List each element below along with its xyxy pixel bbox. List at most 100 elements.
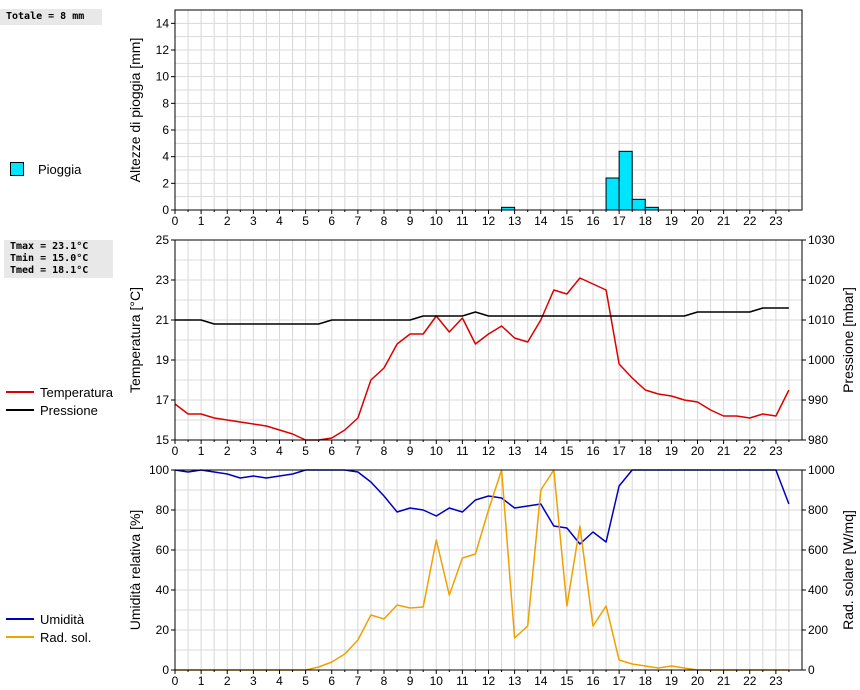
x-tick-label: 1 <box>198 674 205 688</box>
rain-bar <box>618 150 633 211</box>
x-tick-label: 17 <box>612 444 626 458</box>
y2-tick-label: 200 <box>808 623 828 637</box>
rain-bar <box>605 177 620 211</box>
x-tick-label: 3 <box>250 674 257 688</box>
tmax-text: Tmax = 23.1°C <box>10 241 89 252</box>
legend-item-humidity: Umidità <box>6 610 91 628</box>
y-tick-label: 6 <box>162 123 169 137</box>
humidity-swatch <box>6 618 34 620</box>
x-tick-label: 19 <box>665 674 679 688</box>
x-tick-label: 16 <box>586 674 600 688</box>
x-tick-label: 15 <box>560 444 574 458</box>
x-tick-label: 23 <box>769 674 783 688</box>
y-tick-label: 2 <box>162 176 169 190</box>
y-tick-label: 14 <box>156 16 170 30</box>
x-tick-label: 18 <box>639 674 653 688</box>
pressure-swatch <box>6 409 34 411</box>
x-tick-label: 14 <box>534 674 548 688</box>
x-tick-label: 15 <box>560 674 574 688</box>
x-tick-label: 21 <box>717 674 731 688</box>
x-tick-label: 9 <box>407 444 414 458</box>
y-tick-label: 80 <box>156 503 170 517</box>
x-tick-label: 8 <box>381 674 388 688</box>
x-tick-label: 12 <box>482 674 496 688</box>
legend-item-solar: Rad. sol. <box>6 628 91 646</box>
y-tick-label: 40 <box>156 583 170 597</box>
y2-axis-title: Rad. solare [W/mq] <box>840 510 856 630</box>
y-tick-label: 19 <box>156 353 170 367</box>
x-tick-label: 1 <box>198 444 205 458</box>
x-tick-label: 11 <box>456 214 469 228</box>
x-tick-label: 4 <box>276 444 283 458</box>
x-tick-label: 12 <box>482 444 496 458</box>
x-tick-label: 6 <box>328 444 335 458</box>
legend-label-humidity: Umidità <box>40 611 85 627</box>
x-tick-label: 20 <box>691 214 705 228</box>
rain-bar <box>631 198 646 211</box>
x-tick-label: 11 <box>456 444 469 458</box>
y2-tick-label: 600 <box>808 543 828 557</box>
x-tick-label: 17 <box>612 214 626 228</box>
x-tick-label: 23 <box>769 214 783 228</box>
y-tick-label: 10 <box>156 70 170 84</box>
y2-tick-label: 1000 <box>808 463 835 477</box>
x-tick-label: 13 <box>508 444 522 458</box>
x-tick-label: 22 <box>743 674 757 688</box>
x-tick-label: 7 <box>355 444 362 458</box>
y-tick-label: 20 <box>156 623 170 637</box>
x-tick-label: 2 <box>224 674 231 688</box>
x-tick-label: 7 <box>355 674 362 688</box>
x-tick-label: 10 <box>430 444 444 458</box>
y-tick-label: 25 <box>156 233 170 247</box>
x-tick-label: 1 <box>198 214 205 228</box>
legend-item-pressure: Pressione <box>6 401 113 419</box>
x-tick-label: 9 <box>407 214 414 228</box>
x-tick-label: 9 <box>407 674 414 688</box>
y2-tick-label: 800 <box>808 503 828 517</box>
x-tick-label: 4 <box>276 674 283 688</box>
x-tick-label: 7 <box>355 214 362 228</box>
x-tick-label: 19 <box>665 214 679 228</box>
y-tick-label: 60 <box>156 543 170 557</box>
y-tick-label: 15 <box>156 433 170 447</box>
x-tick-label: 8 <box>381 444 388 458</box>
y-axis-title: Altezze di pioggia [mm] <box>127 38 143 183</box>
y-tick-label: 8 <box>162 96 169 110</box>
solar-swatch <box>6 636 34 638</box>
y2-tick-label: 1030 <box>808 233 835 247</box>
y2-tick-label: 1020 <box>808 273 835 287</box>
y2-tick-label: 1010 <box>808 313 835 327</box>
x-tick-label: 20 <box>691 674 705 688</box>
rain-total-text: Totale = 8 mm <box>6 11 85 22</box>
legend-label-solar: Rad. sol. <box>40 629 92 645</box>
x-tick-label: 3 <box>250 214 257 228</box>
tmin-text: Tmin = 15.0°C <box>10 253 89 264</box>
x-tick-label: 10 <box>430 674 444 688</box>
x-tick-label: 14 <box>534 214 548 228</box>
temp-pressure-legend: Temperatura Pressione <box>6 383 113 419</box>
x-tick-label: 5 <box>302 444 309 458</box>
y-tick-label: 17 <box>156 393 170 407</box>
x-tick-label: 5 <box>302 674 309 688</box>
x-tick-label: 0 <box>172 214 179 228</box>
temperature-line <box>174 277 790 441</box>
x-tick-label: 18 <box>639 214 653 228</box>
y2-tick-label: 400 <box>808 583 828 597</box>
y2-axis-title: Pressione [mbar] <box>840 287 856 393</box>
legend-item-rain: Pioggia <box>10 160 81 178</box>
pressure-line <box>175 307 789 325</box>
x-tick-label: 8 <box>381 214 388 228</box>
tmed-text: Tmed = 18.1°C <box>10 265 89 276</box>
x-tick-label: 0 <box>172 444 179 458</box>
x-tick-label: 13 <box>508 674 522 688</box>
legend-label-pressure: Pressione <box>40 402 98 418</box>
y2-tick-label: 1000 <box>808 353 835 367</box>
x-tick-label: 14 <box>534 444 548 458</box>
x-tick-label: 2 <box>224 444 231 458</box>
x-tick-label: 0 <box>172 674 179 688</box>
y-tick-label: 4 <box>162 150 169 164</box>
x-tick-label: 18 <box>639 444 653 458</box>
y-tick-label: 0 <box>162 203 169 217</box>
x-tick-label: 22 <box>743 444 757 458</box>
